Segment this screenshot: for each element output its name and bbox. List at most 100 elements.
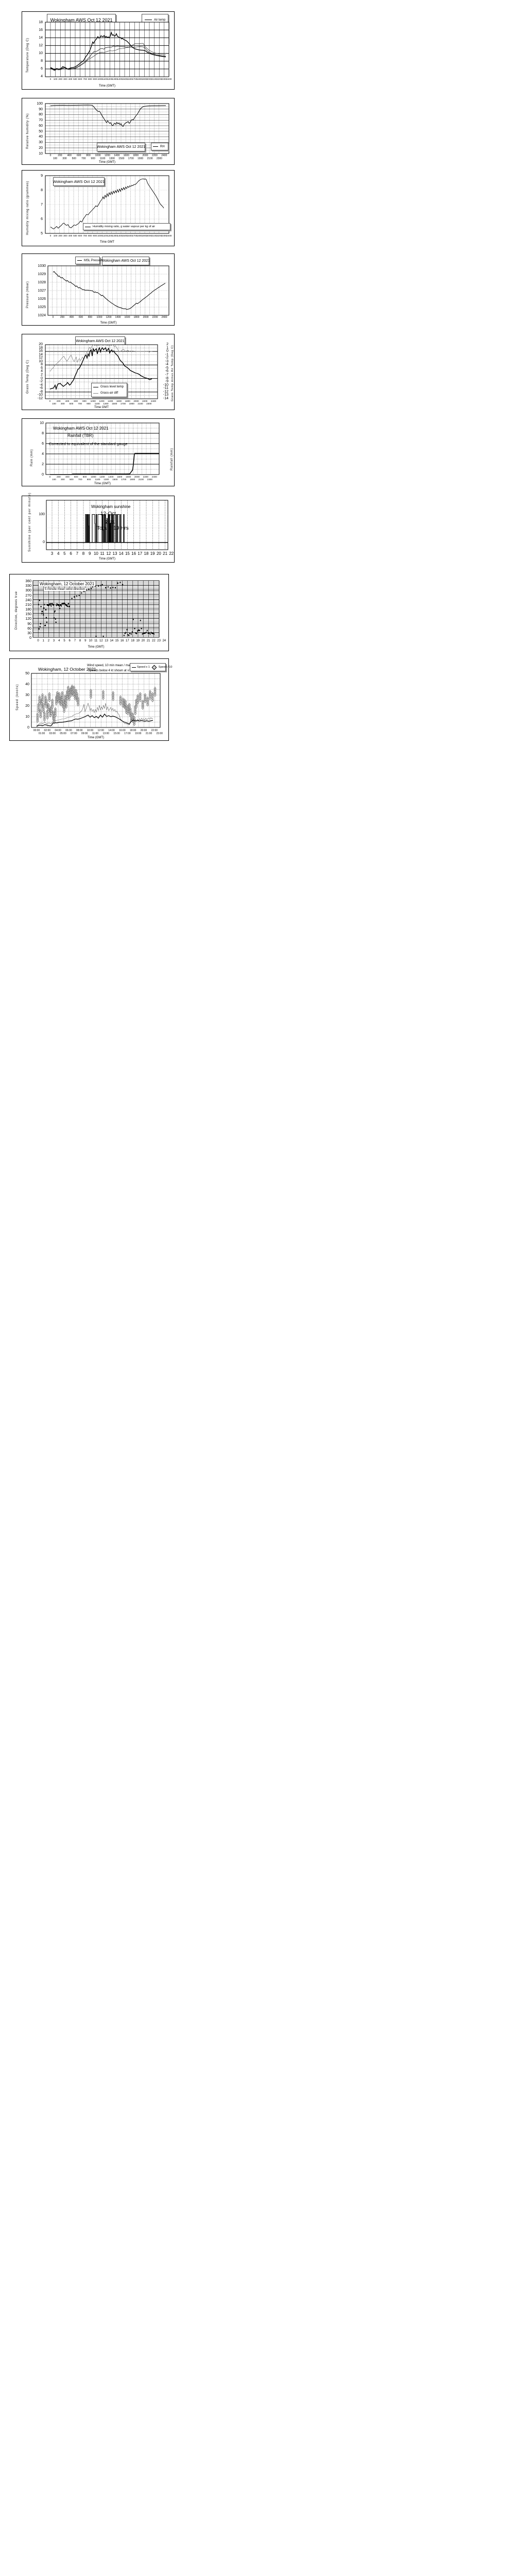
wind-direction-point	[43, 603, 45, 605]
hmr-xtick: 2300	[161, 234, 167, 237]
wind-gust-marker	[89, 695, 92, 699]
wind-direction-point	[143, 632, 145, 634]
wind-direction-xtick: 0	[37, 639, 39, 642]
wind-direction-point	[148, 632, 150, 634]
wind-gust-marker	[51, 705, 54, 709]
grass-ytick-right: -14	[163, 396, 168, 400]
wind-direction-ytick: 240	[25, 598, 31, 602]
wind-direction-point	[56, 603, 58, 605]
wind-direction-point	[43, 607, 45, 609]
humidity-xtick-top: 1800	[133, 154, 139, 157]
pressure-ytick: 1027	[38, 289, 46, 293]
hmr-title-box: Wokingham AWS Oct 12 2021	[53, 177, 105, 186]
wind-speed-ytick: 30	[25, 693, 29, 697]
grass-title: Wokingham AWS Oct 12 2021	[76, 339, 125, 343]
rain-y-axis-label: Rain (mm)	[30, 449, 33, 466]
rainfall-xtick-top: 800	[82, 476, 87, 478]
pressure-xtick-top: 800	[88, 316, 93, 319]
wind-speed-xtick-top: 08:00	[76, 729, 83, 732]
wind-speed-title: Wokingham, 12 October 2021	[38, 667, 96, 672]
wind-direction-point	[38, 628, 40, 630]
temperature-xtick: 800	[88, 78, 92, 80]
rainfall-xtick-bottom: 1700	[121, 478, 127, 481]
wind-direction-point	[68, 605, 70, 608]
sunshine-ytick: 100	[39, 513, 45, 516]
grass-xtick-bottom: 1700	[120, 402, 126, 405]
sunshine-title: Wokingham sunshine	[91, 504, 131, 509]
wind-direction-point	[97, 585, 99, 587]
wind-gust-marker	[136, 701, 139, 705]
wind-direction-point	[90, 587, 92, 590]
wind-direction-point	[88, 588, 90, 590]
grass-ytick-left: -8	[39, 389, 43, 394]
wind-direction-point	[129, 632, 131, 635]
wind-direction-xtick: 19	[136, 639, 140, 642]
wind-gust-marker	[65, 705, 67, 709]
wind-direction-ytick: 300	[25, 589, 31, 593]
wind-speed-ytick: 10	[25, 715, 29, 719]
wind-direction-point	[62, 603, 64, 605]
humidity-xtick-top: 2200	[151, 154, 158, 157]
wind-speed-legend: Speed x 1 Speed / 10	[130, 663, 172, 671]
grass-ytick-left: 8	[41, 363, 43, 367]
hmr-xtick: 1200	[107, 234, 113, 237]
pressure-xtick-top: 1400	[115, 316, 121, 319]
humidity-xtick-top: 400	[67, 154, 72, 157]
temperature-x-axis-label: Time (GMT)	[98, 84, 116, 88]
sunshine-xtick: 8	[82, 551, 85, 556]
wind-direction-title: Wokingham, 12 October 2021	[39, 582, 96, 586]
wind-direction-point	[141, 627, 142, 630]
wind-direction-point	[102, 635, 104, 637]
hmr-xtick: 2100	[151, 234, 157, 237]
wind-gust-marker	[50, 711, 53, 716]
wind-gust-marker	[153, 693, 157, 697]
rainfall-xtick-bottom: 300	[61, 478, 65, 481]
temperature-xtick: 1300	[112, 78, 117, 80]
temperature-xtick: 600	[78, 78, 82, 80]
grass-ytick-right: -1	[165, 352, 168, 357]
wind-direction-point	[150, 631, 152, 634]
wind-direction-point	[122, 584, 124, 586]
hmr-ytick: 7	[41, 203, 43, 207]
wind-direction-point	[68, 605, 71, 607]
rainfall-xtick-top: 1800	[125, 476, 131, 478]
wind-direction-point	[50, 605, 52, 607]
wind-speed-xtick-bottom: 23:00	[156, 732, 163, 735]
wind-direction-point	[143, 632, 144, 635]
wind-speed-ytick: 20	[25, 704, 29, 708]
legend-label-speed-div10: Speed / 10	[158, 666, 173, 669]
rainfall-x-axis-label: Time (GMT)	[94, 482, 111, 485]
grass-xtick-bottom: 300	[60, 402, 65, 405]
wind-direction-point	[54, 610, 56, 612]
pressure-xtick-top: 2200	[152, 316, 158, 319]
temperature-xtick: 0	[49, 78, 52, 80]
sunshine-xtick: 18	[144, 551, 149, 556]
rainfall-xtick-top: 1400	[108, 476, 114, 478]
wind-gust-marker	[60, 703, 63, 707]
wet-bulb-series	[50, 46, 166, 71]
wind-direction-point	[48, 604, 49, 607]
grass-xtick-bottom: 2100	[138, 402, 143, 405]
grass-ytick-left: 6	[41, 366, 43, 370]
grass-ytick-right: -5	[165, 366, 168, 370]
hmr-xtick: 400	[68, 234, 73, 237]
wind-gust-diamonds	[36, 684, 157, 726]
humidity-xtick-bottom: 1500	[118, 157, 125, 160]
sunshine-xtick: 15	[125, 551, 130, 556]
wind-speed-xtick-top: 12:00	[97, 729, 105, 732]
temperature-ytick: 10	[39, 52, 43, 55]
hmr-xtick: 1300	[112, 234, 117, 237]
hmr-legend: Humidity mixing ratio, g water vapour pe…	[83, 223, 170, 230]
wind-direction-point	[66, 605, 68, 607]
wind-gust-marker	[37, 709, 40, 713]
humidity-xtick-top: 2000	[142, 154, 148, 157]
legend-item-rh: RH	[153, 144, 166, 149]
humidity-xtick-bottom: 1700	[128, 157, 134, 160]
pressure-ytick: 1024	[38, 314, 46, 317]
temperature-xtick: 1500	[122, 78, 128, 80]
msl-pressure-line-swatch	[77, 260, 82, 261]
pressure-xtick-top: 2400	[161, 316, 167, 319]
grass-xtick-top: 200	[56, 400, 61, 402]
wind-gust-marker	[55, 702, 58, 706]
panel-humidity-mixing-ratio: Humidity mixing ratio (grammes)	[22, 170, 175, 246]
